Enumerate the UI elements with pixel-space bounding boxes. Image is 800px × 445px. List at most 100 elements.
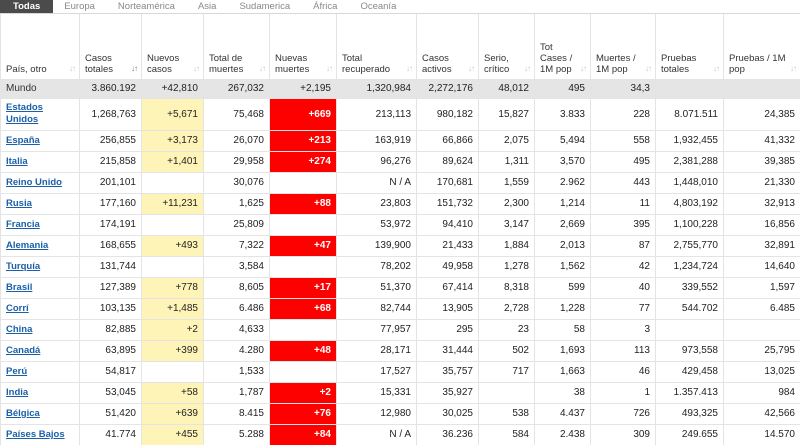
column-header-10[interactable]: Muertes / 1M pop ↓↑ [590,14,656,80]
tab-todas[interactable]: Todas [0,0,54,13]
cell-col-3: +3,173 [141,130,204,152]
sort-arrows-icon[interactable]: ↓↑ [524,63,531,73]
tab-norteamerica[interactable]: Norteamérica [117,1,175,12]
country-link[interactable]: Corrí [6,303,29,314]
cell-col-10: 726 [590,403,656,425]
sort-arrows-icon[interactable]: ↓↑ [468,63,475,73]
column-header-9[interactable]: Tot Cases / 1M pop ↓↑ [534,14,591,80]
cell-col-7: 151,732 [416,193,479,215]
cell-col-4: 4.280 [203,340,270,362]
cell-col-9: 495 [534,79,591,99]
column-header-1[interactable]: País, otro ↓↑ [0,14,80,80]
table-row: España 256,855 +3,173 26,070 +213 163,919 66,8… [0,130,800,152]
cell-col-10: 3 [590,319,656,341]
column-header-7[interactable]: Casos activos ↓↑ [416,14,479,80]
country-cell[interactable]: Rusia [0,193,80,215]
table-row: Canadá 63,895 +399 4.280 +48 28,171 31,444 502 1… [0,340,800,362]
country-link[interactable]: Turquía [6,261,41,272]
cell-col-6: 96,276 [336,151,417,173]
cell-col-8: 23 [478,319,535,341]
country-link[interactable]: Canadá [6,345,41,356]
cell-col-3: +778 [141,277,204,299]
country-link[interactable]: Brasil [6,282,33,293]
country-cell[interactable]: Francia [0,214,80,236]
country-link[interactable]: Italia [6,156,28,167]
tab-asia[interactable]: Asia [197,1,217,12]
country-cell[interactable]: Turquía [0,256,80,278]
column-header-5[interactable]: Nuevas muertes ↓↑ [269,14,337,80]
sort-arrows-icon[interactable]: ↓↑ [69,63,76,73]
country-cell[interactable]: Canadá [0,340,80,362]
country-cell[interactable]: Perú [0,361,80,383]
country-link[interactable]: Rusia [6,198,32,209]
table-row: Estados Unidos 1,268,763 +5,671 75,468 +669 2… [0,98,800,131]
cell-col-8: 48,012 [478,79,535,99]
cell-col-2: 41.774 [79,424,142,445]
country-cell[interactable]: Corrí [0,298,80,320]
cell-col-10: 34,3 [590,79,656,99]
country-link[interactable]: España [6,135,40,146]
country-link[interactable]: Bélgica [6,408,40,419]
sort-arrows-icon[interactable]: ↓↑ [790,63,797,73]
country-link[interactable]: India [6,387,29,398]
cell-col-6: N / A [336,424,417,445]
country-cell[interactable]: Italia [0,151,80,173]
cell-col-4: 7,322 [203,235,270,257]
sort-arrows-icon[interactable]: ↓↑ [406,63,413,73]
column-header-8[interactable]: Serio, crítico ↓↑ [478,14,535,80]
country-cell[interactable]: Países Bajos [0,424,80,445]
country-link[interactable]: Reino Unido [6,177,62,188]
cell-col-5 [269,256,337,278]
cell-col-5 [269,361,337,383]
country-cell[interactable]: China [0,319,80,341]
cell-col-7: 21,433 [416,235,479,257]
country-link[interactable]: Perú [6,366,28,377]
country-cell[interactable]: India [0,382,80,404]
country-cell[interactable]: Brasil [0,277,80,299]
cell-col-6: 82,744 [336,298,417,320]
column-header-2[interactable]: Casos totales ↓↑ [79,14,142,80]
sort-arrows-icon[interactable]: ↓↑ [645,63,652,73]
column-header-4[interactable]: Total de muertes ↓↑ [203,14,270,80]
continent-tabs: Todas Europa Norteamérica Asia Sudamerica Áfr… [0,0,800,13]
sort-arrows-icon[interactable]: ↓↑ [193,63,200,73]
cell-col-10: 77 [590,298,656,320]
world-total-row: Mundo 3.860.192 +42,810 267,032 +2,195 1,320,… [0,79,800,99]
country-link[interactable]: Francia [6,219,40,230]
column-header-6[interactable]: Total recuperado ↓↑ [336,14,417,80]
tab-oceania[interactable]: Oceanía [360,1,397,12]
country-link[interactable]: Estados Unidos [6,102,43,125]
country-link[interactable]: China [6,324,33,335]
cell-col-11: 2,755,770 [655,235,724,257]
cell-col-5: +2,195 [269,79,337,99]
table-row: Alemania 168,655 +493 7,322 +47 139,900 21,433… [0,235,800,257]
sort-arrows-icon[interactable]: ↓↑ [713,63,720,73]
cell-col-2: 1,268,763 [79,98,142,131]
cell-col-8: 1,278 [478,256,535,278]
cell-col-5: +84 [269,424,337,445]
column-header-12[interactable]: Pruebas / 1M pop ↓↑ [723,14,800,80]
cell-col-3: +493 [141,235,204,257]
tab-africa[interactable]: África [313,1,338,12]
column-header-11[interactable]: Pruebas totales ↓↑ [655,14,724,80]
sort-arrows-icon[interactable]: ↓↑ [259,63,266,73]
cell-col-4: 6.486 [203,298,270,320]
cell-col-8: 538 [478,403,535,425]
sort-arrows-icon[interactable]: ↓↑ [326,63,333,73]
table-row: India 53,045 +58 1,787 +2 15,331 35,927 38 1 1.35… [0,382,800,404]
country-link[interactable]: Países Bajos [6,429,65,440]
column-header-3[interactable]: Nuevos casos ↓↑ [141,14,204,80]
country-cell[interactable]: Bélgica [0,403,80,425]
country-link[interactable]: Alemania [6,240,49,251]
country-cell[interactable]: Reino Unido [0,172,80,194]
country-cell[interactable]: Estados Unidos [0,98,80,131]
covid-table-container[interactable]: País, otro ↓↑ Casos totales ↓↑ Nuevos casos ↓… [0,13,800,445]
sort-arrows-icon[interactable]: ↓↑ [131,63,138,73]
country-cell[interactable]: España [0,130,80,152]
cell-col-7: 35,757 [416,361,479,383]
tab-sudamerica[interactable]: Sudamerica [239,1,291,12]
sort-arrows-icon[interactable]: ↓↑ [580,63,587,73]
country-cell[interactable]: Alemania [0,235,80,257]
tab-europa[interactable]: Europa [64,1,95,12]
cell-col-12: 14,640 [723,256,800,278]
